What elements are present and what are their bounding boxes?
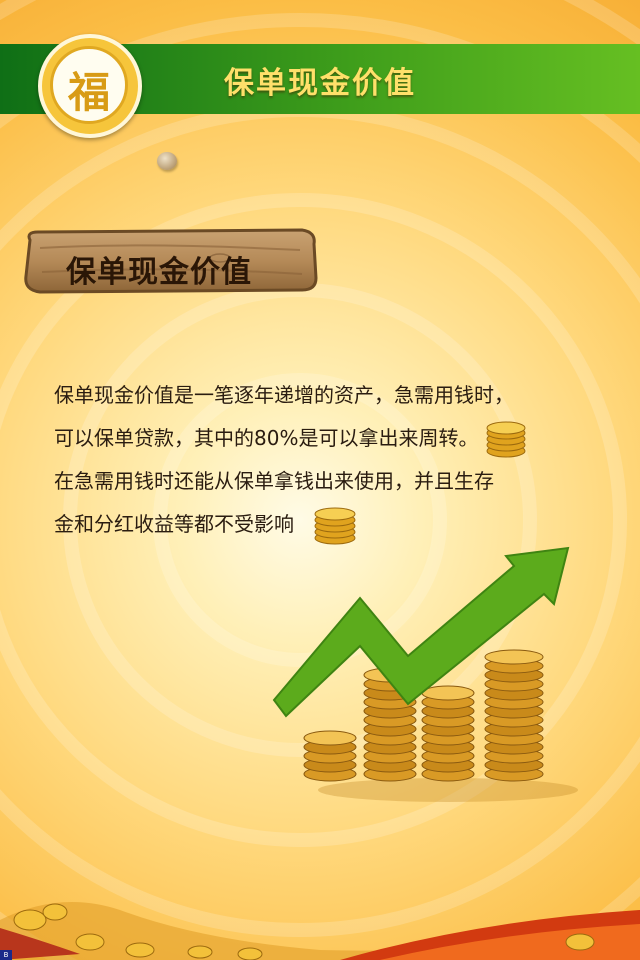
coin-stack xyxy=(484,649,544,782)
sign-title: 保单现金价值 xyxy=(66,255,252,290)
coin-stacks xyxy=(303,649,544,782)
coin-stack xyxy=(303,730,357,782)
festive-gold-decoration xyxy=(0,902,640,960)
growth-chart-illustration xyxy=(272,546,578,802)
logo-inner-ring: 福 xyxy=(50,46,128,124)
description-text: 保单现金价值是一笔逐年递增的资产，急需用钱时， 可以保单贷款，其中的80%是可以… xyxy=(54,374,614,546)
fu-logo: 福 xyxy=(38,34,142,138)
description-line-text: 可以保单贷款，其中的80%是可以拿出来周转。 xyxy=(54,426,479,450)
coin-stack xyxy=(421,685,475,782)
growth-arrow-icon xyxy=(272,546,570,718)
coin-stack-icon xyxy=(314,507,356,544)
description-line-text: 金和分红收益等都不受影响 xyxy=(54,512,294,536)
description-line: 在急需用钱时还能从保单拿钱出来使用，并且生存 xyxy=(54,469,494,493)
description-line-with-coin: 金和分红收益等都不受影响 xyxy=(54,503,614,546)
wooden-sign-icon xyxy=(24,228,318,294)
nail-icon xyxy=(157,152,177,170)
logo-character: 福 xyxy=(67,68,110,117)
corner-mark: B xyxy=(0,950,12,960)
page-title: 保单现金价值 xyxy=(224,66,416,101)
coin-stack-icon xyxy=(486,421,526,457)
description-line-with-coin: 可以保单贷款，其中的80%是可以拿出来周转。 xyxy=(54,417,614,460)
description-line: 保单现金价值是一笔逐年递增的资产，急需用钱时， xyxy=(54,383,514,407)
